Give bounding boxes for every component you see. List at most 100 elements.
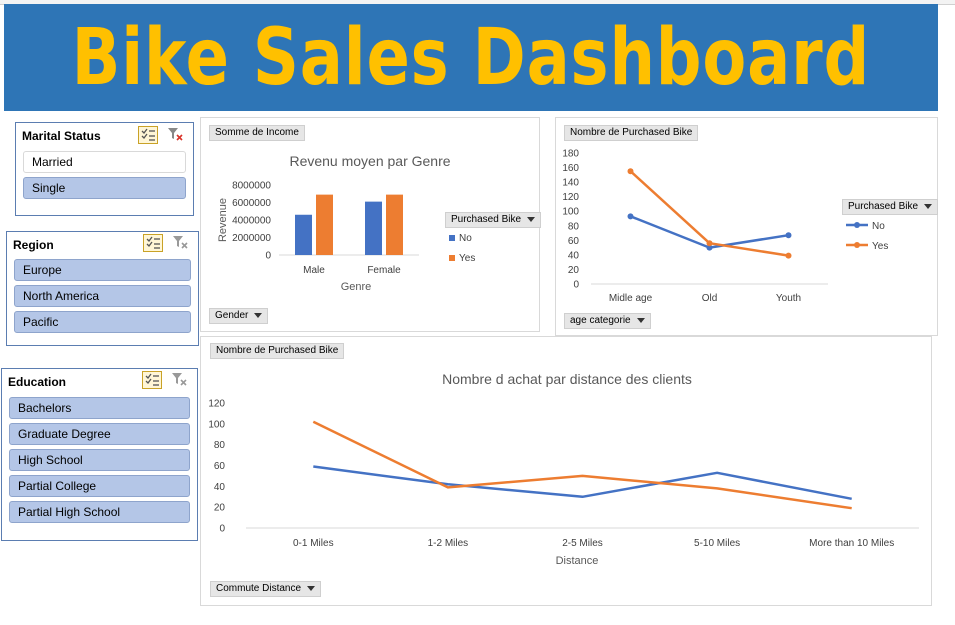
y-tick-label: 60 — [568, 236, 580, 247]
slicer-education: Education Bachelors Graduate Degree High… — [1, 368, 198, 541]
y-tick-label: 2000000 — [232, 233, 271, 244]
y-tick-label: 20 — [568, 265, 580, 276]
y-tick-label: 180 — [562, 149, 579, 160]
x-tick-label: Youth — [776, 293, 801, 304]
y-tick-label: 6000000 — [232, 198, 271, 209]
y-axis-label: Revenue — [217, 198, 229, 242]
dropdown-arrow-icon — [636, 317, 645, 323]
age-line-chart: 0 20 40 60 80 100 120 140 160 180 Midle age Old Yout… — [562, 149, 888, 305]
x-tick-label: Midle age — [609, 293, 653, 304]
y-tick-label: 40 — [214, 482, 226, 493]
legend-marker-no — [854, 222, 860, 228]
y-tick-label: 160 — [562, 163, 579, 174]
data-point-yes — [627, 168, 634, 175]
y-tick-label: 0 — [573, 280, 579, 291]
y-tick-label: 40 — [568, 250, 580, 261]
distance-line-chart: Nombre d achat par distance des clients 0… — [208, 371, 919, 567]
clear-filter-icon[interactable] — [170, 371, 190, 389]
x-axis-label: Genre — [341, 281, 372, 293]
bar-yes — [386, 194, 403, 255]
income-bar-chart: Revenu moyen par Genre 0 2000000 4000000 600… — [217, 153, 475, 293]
slicer-item-north-america[interactable]: North America — [14, 285, 191, 307]
series-line-no — [313, 465, 852, 501]
legend-field-button[interactable]: Purchased Bike — [842, 199, 939, 215]
x-axis-label: Distance — [556, 555, 599, 567]
legend-label: Yes — [872, 241, 888, 252]
axis-field-label: age categorie — [570, 315, 631, 326]
slicer-marital-status: Marital Status Married Single — [15, 122, 194, 216]
y-tick-label: 20 — [214, 503, 226, 514]
x-tick-label: 5-10 Miles — [694, 538, 740, 549]
multi-select-icon[interactable] — [142, 371, 162, 389]
slicer-title: Education — [8, 375, 67, 389]
legend-field-button[interactable]: Purchased Bike — [445, 212, 542, 228]
series-line-yes — [312, 420, 852, 510]
y-tick-label: 100 — [562, 207, 579, 218]
slicer-region: Region Europe North America Pacific — [6, 231, 199, 346]
x-tick-label: 1-2 Miles — [428, 538, 469, 549]
bar-no — [295, 214, 312, 255]
slicer-item-graduate-degree[interactable]: Graduate Degree — [9, 423, 190, 445]
y-tick-label: 4000000 — [232, 216, 271, 227]
x-tick-label: Female — [367, 265, 401, 276]
slicer-item-bachelors[interactable]: Bachelors — [9, 397, 190, 419]
clear-filter-icon[interactable] — [166, 126, 186, 144]
chart-title: Revenu moyen par Genre — [289, 153, 450, 169]
dropdown-arrow-icon — [254, 312, 263, 318]
slicer-item-partial-college[interactable]: Partial College — [9, 475, 190, 497]
y-tick-label: 60 — [214, 461, 226, 472]
y-tick-label: 0 — [219, 524, 225, 535]
chart-income-panel[interactable]: Somme de Income Revenu moyen par Genre 0 2… — [200, 117, 542, 332]
y-tick-label: 80 — [568, 221, 580, 232]
data-point-no — [785, 232, 792, 239]
dashboard-title: Bike Sales Dashboard — [71, 12, 871, 103]
legend-label: No — [872, 221, 885, 232]
legend-label: Yes — [459, 253, 475, 264]
y-tick-label: 140 — [562, 178, 579, 189]
slicer-item-high-school[interactable]: High School — [9, 449, 190, 471]
dropdown-arrow-icon — [527, 216, 536, 222]
legend-field-label: Purchased Bike — [451, 214, 522, 225]
x-tick-label: 2-5 Miles — [562, 538, 603, 549]
axis-field-label: Gender — [215, 310, 249, 321]
multi-select-icon[interactable] — [143, 234, 163, 252]
axis-field-button[interactable]: Gender — [209, 308, 269, 324]
slicer-item-married[interactable]: Married — [23, 151, 186, 173]
data-point-no — [706, 244, 713, 251]
slicer-title: Marital Status — [22, 129, 101, 143]
y-tick-label: 80 — [214, 440, 226, 451]
legend-swatch-no — [449, 235, 455, 241]
slicer-title: Region — [13, 238, 54, 252]
slicer-item-partial-high-school[interactable]: Partial High School — [9, 501, 190, 523]
axis-field-button[interactable]: Commute Distance — [210, 581, 322, 597]
x-tick-label: More than 10 Miles — [809, 538, 894, 549]
legend-swatch-yes — [449, 255, 455, 261]
dashboard-banner: Bike Sales Dashboard — [4, 4, 938, 111]
slicer-item-pacific[interactable]: Pacific — [14, 311, 191, 333]
y-tick-label: 0 — [265, 251, 271, 262]
bar-no — [365, 201, 382, 255]
multi-select-icon[interactable] — [138, 126, 158, 144]
slicer-item-single[interactable]: Single — [23, 177, 186, 199]
y-tick-label: 120 — [562, 192, 579, 203]
x-tick-label: 0-1 Miles — [293, 538, 334, 549]
value-field-button[interactable]: Nombre de Purchased Bike — [564, 125, 699, 141]
y-tick-label: 100 — [208, 419, 225, 430]
chart-distance-panel[interactable]: Nombre de Purchased Bike Nombre d achat … — [200, 336, 932, 606]
dropdown-arrow-icon — [924, 203, 933, 209]
y-tick-label: 8000000 — [232, 181, 271, 192]
axis-field-button[interactable]: age categorie — [564, 313, 651, 329]
data-point-yes — [706, 240, 713, 247]
slicer-item-europe[interactable]: Europe — [14, 259, 191, 281]
value-field-button[interactable]: Somme de Income — [209, 125, 305, 141]
x-tick-label: Male — [303, 265, 325, 276]
data-point-no — [627, 213, 634, 220]
chart-age-panel[interactable]: Nombre de Purchased Bike 0 20 40 60 80 100 120… — [555, 117, 939, 336]
legend-marker-yes — [854, 242, 860, 248]
bar-yes — [316, 194, 333, 255]
dropdown-arrow-icon — [307, 585, 316, 591]
legend-field-label: Purchased Bike — [848, 201, 919, 212]
legend-label: No — [459, 233, 472, 244]
clear-filter-icon[interactable] — [171, 234, 191, 252]
value-field-button[interactable]: Nombre de Purchased Bike — [210, 343, 345, 359]
